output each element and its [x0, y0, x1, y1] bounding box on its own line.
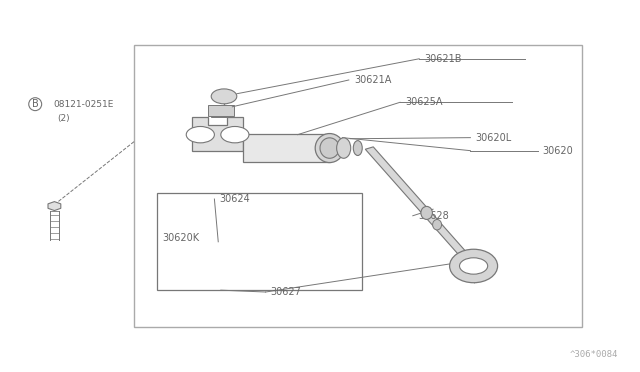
Text: 30627: 30627 — [271, 287, 301, 297]
Ellipse shape — [433, 219, 442, 230]
Ellipse shape — [353, 141, 362, 155]
Bar — [211, 110, 227, 117]
Polygon shape — [48, 202, 61, 211]
Text: 30625A: 30625A — [405, 97, 443, 107]
Circle shape — [460, 258, 488, 274]
Text: 08121-0251E: 08121-0251E — [53, 100, 113, 109]
Bar — [208, 105, 234, 116]
Circle shape — [221, 126, 249, 143]
Circle shape — [211, 89, 237, 104]
Ellipse shape — [337, 138, 351, 158]
Polygon shape — [192, 117, 243, 151]
Text: ^306*0084: ^306*0084 — [569, 350, 618, 359]
Polygon shape — [365, 147, 477, 267]
Ellipse shape — [421, 206, 433, 219]
Ellipse shape — [320, 138, 339, 158]
Ellipse shape — [450, 249, 498, 283]
Text: 30624: 30624 — [220, 194, 250, 204]
Ellipse shape — [316, 134, 344, 163]
Text: 30620K: 30620K — [162, 233, 199, 243]
Text: 30628: 30628 — [418, 211, 449, 221]
Bar — [243, 134, 330, 162]
Circle shape — [186, 126, 214, 143]
Bar — [134, 45, 582, 327]
Text: 30621B: 30621B — [424, 54, 462, 64]
Text: 30620: 30620 — [543, 146, 573, 155]
Text: 30621A: 30621A — [354, 75, 391, 85]
Text: 30620L: 30620L — [476, 133, 512, 142]
Text: B: B — [32, 99, 38, 109]
Text: (2): (2) — [58, 114, 70, 123]
Bar — [157, 193, 362, 290]
